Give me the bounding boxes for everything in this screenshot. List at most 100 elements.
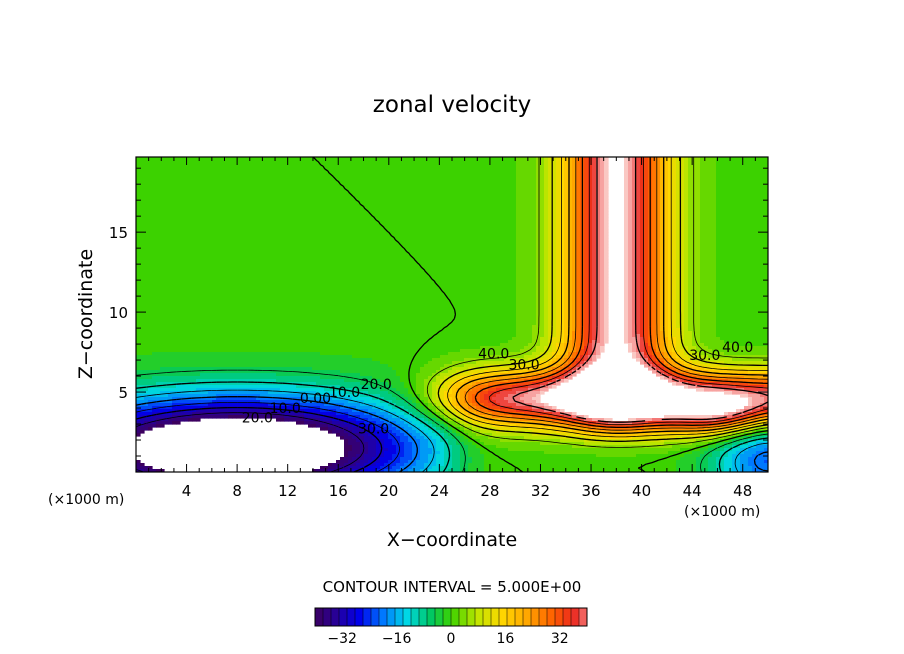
- heatmap-cell: [248, 385, 253, 389]
- heatmap-cell: [216, 325, 221, 329]
- heatmap-cell: [260, 292, 265, 296]
- heatmap-cell: [280, 361, 285, 365]
- heatmap-cell: [136, 283, 141, 287]
- heatmap-cell: [336, 397, 341, 401]
- heatmap-cell: [164, 259, 169, 263]
- heatmap-cell: [212, 343, 217, 347]
- heatmap-cell: [196, 271, 201, 275]
- heatmap-cell: [144, 424, 149, 428]
- heatmap-cell: [252, 199, 257, 203]
- heatmap-cell: [280, 385, 285, 389]
- heatmap-cell: [220, 202, 225, 206]
- heatmap-cell: [332, 223, 337, 227]
- heatmap-cell: [136, 466, 141, 470]
- heatmap-cell: [328, 250, 333, 254]
- heatmap-cell: [240, 298, 245, 302]
- heatmap-cell: [320, 391, 325, 395]
- heatmap-cell: [348, 160, 353, 164]
- heatmap-cell: [328, 379, 333, 383]
- heatmap-cell: [264, 334, 269, 338]
- heatmap-cell: [240, 268, 245, 272]
- heatmap-cell: [308, 280, 313, 284]
- heatmap-cell: [244, 325, 249, 329]
- heatmap-cell: [316, 169, 321, 173]
- heatmap-cell: [176, 328, 181, 332]
- heatmap-cell: [316, 163, 321, 167]
- heatmap-cell: [332, 169, 337, 173]
- heatmap-cell: [148, 343, 153, 347]
- heatmap-cell: [152, 163, 157, 167]
- heatmap-cell: [264, 415, 269, 419]
- heatmap-cell: [276, 223, 281, 227]
- heatmap-cell: [328, 217, 333, 221]
- heatmap-cell: [328, 391, 333, 395]
- heatmap-cell: [212, 259, 217, 263]
- heatmap-cell: [348, 415, 353, 419]
- heatmap-cell: [228, 403, 233, 407]
- heatmap-cell: [192, 322, 197, 326]
- heatmap-cell: [180, 379, 185, 383]
- heatmap-cell: [276, 247, 281, 251]
- heatmap-cell: [196, 391, 201, 395]
- heatmap-cell: [140, 361, 145, 365]
- heatmap-cell: [216, 352, 221, 356]
- heatmap-cell: [296, 418, 301, 422]
- heatmap-cell: [284, 259, 289, 263]
- heatmap-cell: [160, 205, 165, 209]
- heatmap-cell: [240, 190, 245, 194]
- heatmap-cell: [312, 313, 317, 317]
- heatmap-cell: [244, 256, 249, 260]
- heatmap-cell: [216, 355, 221, 359]
- heatmap-cell: [348, 424, 353, 428]
- heatmap-cell: [172, 229, 177, 233]
- heatmap-cell: [224, 241, 229, 245]
- heatmap-cell: [240, 199, 245, 203]
- heatmap-cell: [232, 274, 237, 278]
- heatmap-cell: [136, 463, 141, 467]
- heatmap-cell: [160, 193, 165, 197]
- heatmap-cell: [340, 196, 345, 200]
- heatmap-cell: [352, 229, 357, 233]
- heatmap-cell: [336, 190, 341, 194]
- heatmap-cell: [308, 202, 313, 206]
- heatmap-cell: [300, 190, 305, 194]
- heatmap-cell: [188, 265, 193, 269]
- heatmap-cell: [212, 265, 217, 269]
- heatmap-cell: [356, 202, 361, 206]
- heatmap-cell: [180, 277, 185, 281]
- heatmap-cell: [240, 349, 245, 353]
- heatmap-cell: [188, 214, 193, 218]
- heatmap-cell: [144, 322, 149, 326]
- heatmap-cell: [324, 172, 329, 176]
- heatmap-cell: [296, 334, 301, 338]
- heatmap-cell: [228, 379, 233, 383]
- heatmap-cell: [188, 232, 193, 236]
- heatmap-cell: [336, 292, 341, 296]
- heatmap-cell: [252, 202, 257, 206]
- heatmap-cell: [216, 274, 221, 278]
- heatmap-cell: [352, 418, 357, 422]
- heatmap-cell: [176, 403, 181, 407]
- heatmap-cell: [252, 415, 257, 419]
- heatmap-cell: [336, 334, 341, 338]
- heatmap-cell: [332, 241, 337, 245]
- heatmap-cell: [136, 256, 141, 260]
- heatmap-cell: [324, 334, 329, 338]
- heatmap-cell: [232, 220, 237, 224]
- heatmap-cell: [296, 199, 301, 203]
- heatmap-cell: [272, 367, 277, 371]
- heatmap-cell: [196, 286, 201, 290]
- heatmap-cell: [164, 406, 169, 410]
- heatmap-cell: [140, 421, 145, 425]
- heatmap-cell: [216, 316, 221, 320]
- heatmap-cell: [324, 346, 329, 350]
- heatmap-cell: [280, 172, 285, 176]
- heatmap-cell: [140, 424, 145, 428]
- heatmap-cell: [168, 358, 173, 362]
- heatmap-cell: [144, 313, 149, 317]
- heatmap-cell: [308, 298, 313, 302]
- heatmap-cell: [328, 388, 333, 392]
- heatmap-cell: [172, 412, 177, 416]
- heatmap-cell: [148, 229, 153, 233]
- heatmap-cell: [152, 169, 157, 173]
